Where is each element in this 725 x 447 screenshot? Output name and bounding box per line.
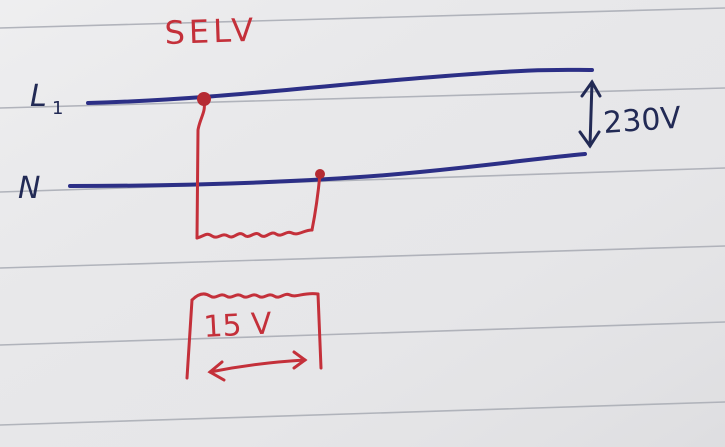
phase-wire-l1 (86, 67, 594, 105)
paper-ruling (0, 7, 725, 426)
ruling-line (0, 245, 725, 269)
neutral-label: N (18, 171, 40, 206)
secondary-voltage-arrow (207, 350, 308, 382)
phase-label: L (30, 79, 47, 114)
l1-connection-node (197, 92, 211, 106)
title-label: SELV (164, 11, 258, 52)
n-connection-node (315, 169, 325, 179)
ruling-line (0, 87, 725, 109)
ruling-line (0, 7, 725, 29)
transformer-secondary (185, 292, 323, 380)
neutral-wire-n (68, 152, 587, 188)
secondary-voltage-label: 15 V (203, 306, 273, 345)
supply-voltage-label: 230V (602, 101, 683, 141)
supply-voltage-arrow (578, 79, 602, 149)
ruling-line (0, 167, 725, 193)
phase-subscript: 1 (52, 98, 63, 119)
ruling-line (0, 401, 725, 426)
ruling-line (0, 321, 725, 346)
